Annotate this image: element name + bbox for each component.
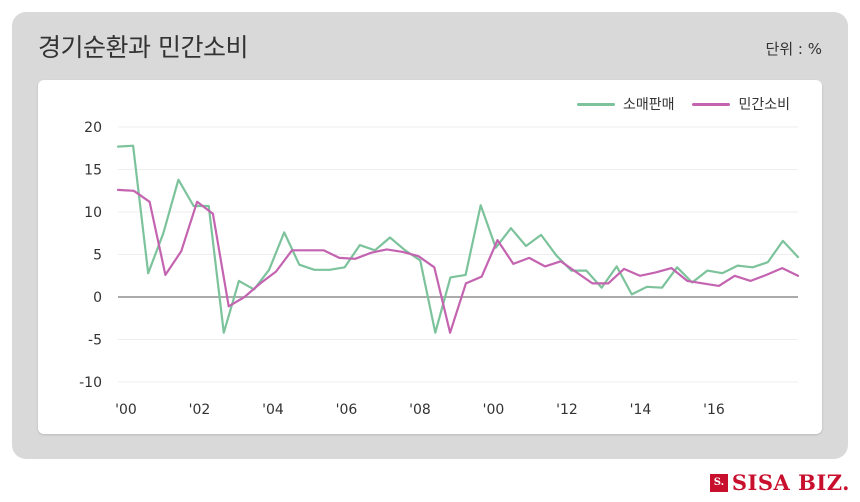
x-tick-label: '00 bbox=[483, 402, 505, 418]
legend-swatch-consumption bbox=[692, 102, 731, 106]
chart-panel: 20 15 10 5 0 -5 -10 '00 '02 '04 '06 '08 '00 '12 '14 '16… bbox=[38, 80, 822, 434]
y-tick-label: 15 bbox=[84, 163, 102, 179]
legend-item-consumption: 민간소비 bbox=[692, 94, 790, 114]
chart-title: 경기순환과 민간소비 bbox=[38, 33, 248, 62]
series-line-consumption bbox=[116, 188, 800, 334]
chart-card: 경기순환과 민간소비 단위 : % 20 15 10 5 0 -5 -10 '00 '02 '04… bbox=[12, 12, 848, 459]
y-tick-label: 20 bbox=[84, 120, 102, 136]
legend-item-retail: 소매판매 bbox=[576, 94, 675, 114]
legend-label-consumption: 민간소비 bbox=[738, 97, 790, 113]
y-tick-label: -5 bbox=[88, 333, 102, 349]
legend-label-retail: 소매판매 bbox=[622, 97, 675, 113]
brand-logo: S. SISA BIZ. bbox=[709, 470, 850, 495]
x-tick-label: '08 bbox=[409, 402, 431, 418]
x-tick-label: '04 bbox=[262, 402, 284, 418]
x-tick-label: '12 bbox=[556, 402, 578, 418]
brand-name: SISA BIZ. bbox=[731, 470, 850, 495]
x-tick-label: '00 bbox=[115, 402, 137, 418]
x-tick-label: '06 bbox=[336, 402, 358, 418]
legend: 소매판매 민간소비 bbox=[576, 94, 790, 114]
unit-label: 단위 : % bbox=[765, 40, 822, 58]
y-tick-label: -10 bbox=[79, 375, 102, 391]
legend-swatch-retail bbox=[576, 102, 615, 106]
x-tick-label: '02 bbox=[189, 402, 211, 418]
x-tick-label: '14 bbox=[630, 402, 652, 418]
series-line-retail bbox=[116, 144, 800, 334]
y-tick-label: 5 bbox=[93, 248, 102, 264]
brand-mark: S. bbox=[709, 473, 728, 492]
line-chart: 20 15 10 5 0 -5 -10 '00 '02 '04 '06 '08 '00 '12 '14 '16 bbox=[79, 120, 800, 418]
y-tick-label: 10 bbox=[84, 205, 102, 221]
x-tick-label: '16 bbox=[703, 402, 725, 418]
y-tick-label: 0 bbox=[93, 290, 102, 306]
